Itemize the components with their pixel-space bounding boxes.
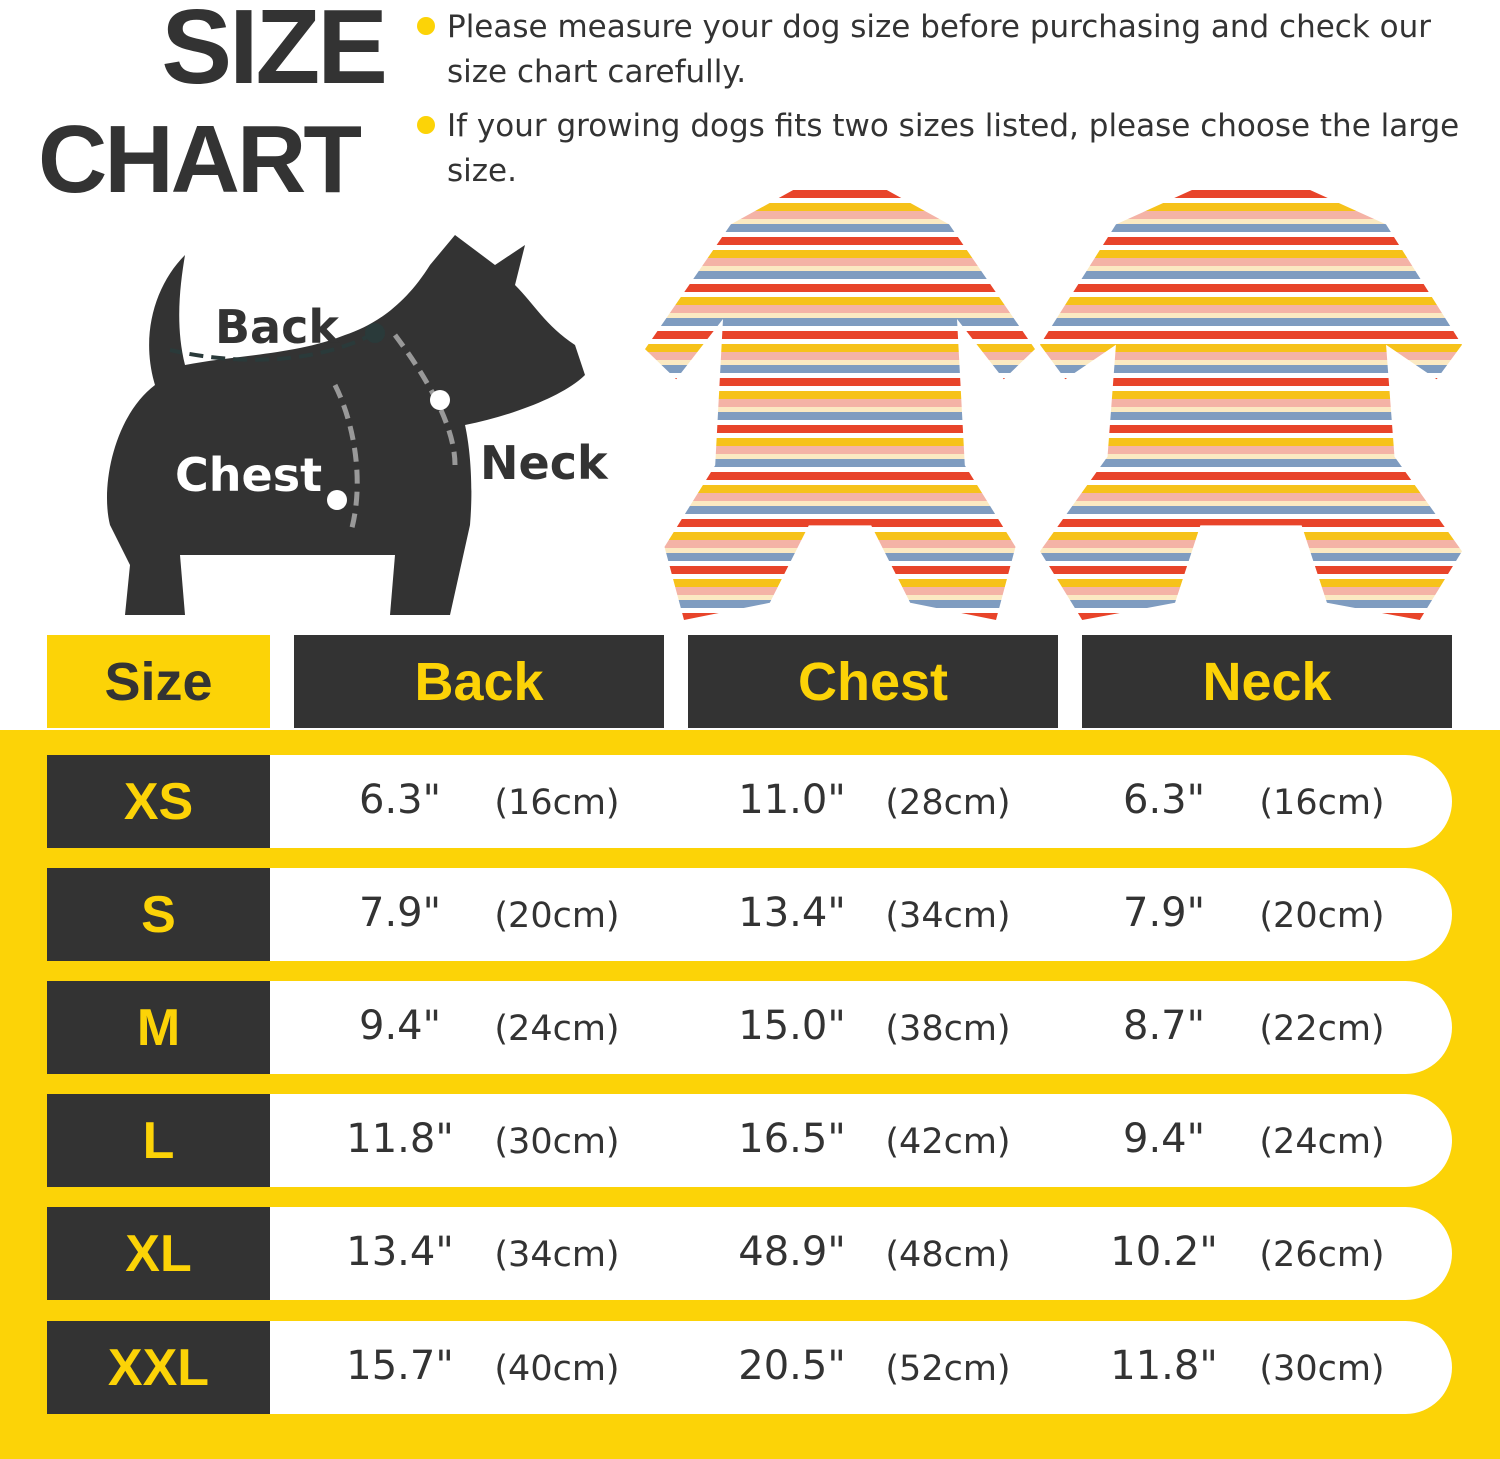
back-cm: (20cm) — [494, 896, 620, 936]
chest-label: Chest — [175, 448, 323, 502]
neck-label: Neck — [480, 436, 608, 490]
chest-cm: (42cm) — [885, 1122, 1011, 1162]
table-row: S 7.9" (20cm) 13.4" (34cm) 7.9" (20cm) — [47, 868, 1452, 961]
measurements: 13.4" (34cm) 48.9" (48cm) 10.2" (26cm) — [270, 1207, 1452, 1300]
back-inches: 11.8" — [346, 1116, 454, 1162]
neck-inches: 8.7" — [1122, 1003, 1206, 1049]
back-label: Back — [215, 300, 339, 354]
measurements: 7.9" (20cm) 13.4" (34cm) 7.9" (20cm) — [270, 868, 1452, 961]
table-row: XXL 15.7" (40cm) 20.5" (52cm) 11.8" (30cm) — [47, 1321, 1452, 1414]
striped-pajama-back-image — [1040, 190, 1462, 620]
back-cm: (24cm) — [494, 1009, 620, 1049]
back-cm: (40cm) — [494, 1349, 620, 1389]
back-inches: 9.4" — [358, 1003, 442, 1049]
neck-inches: 6.3" — [1122, 777, 1206, 823]
header-back: Back — [294, 635, 664, 728]
header-size: Size — [47, 635, 270, 728]
chest-cm: (34cm) — [885, 896, 1011, 936]
chest-cm: (38cm) — [885, 1009, 1011, 1049]
title-chart: CHART — [38, 106, 362, 213]
back-cm: (16cm) — [494, 783, 620, 823]
bullet-dot-icon — [417, 116, 435, 134]
back-inches: 7.9" — [358, 890, 442, 936]
measurements: 11.8" (30cm) 16.5" (42cm) 9.4" (24cm) — [270, 1094, 1452, 1187]
bullet-dot-icon — [417, 17, 435, 35]
header-neck: Neck — [1082, 635, 1452, 728]
dog-measurement-icon — [107, 235, 585, 615]
chest-inches: 48.9" — [738, 1229, 846, 1275]
size-cell: S — [47, 868, 270, 961]
chest-inches: 11.0" — [738, 777, 846, 823]
back-inches: 6.3" — [358, 777, 442, 823]
neck-inches: 9.4" — [1122, 1116, 1206, 1162]
neck-inches: 11.8" — [1110, 1343, 1218, 1389]
size-cell: XS — [47, 755, 270, 848]
back-cm: (34cm) — [494, 1235, 620, 1275]
note-text: Please measure your dog size before purc… — [447, 9, 1431, 90]
chest-inches: 20.5" — [738, 1343, 846, 1389]
chest-inches: 15.0" — [738, 1003, 846, 1049]
back-inches: 15.7" — [346, 1343, 454, 1389]
neck-cm: (22cm) — [1259, 1009, 1385, 1049]
back-cm: (30cm) — [494, 1122, 620, 1162]
note-measure: Please measure your dog size before purc… — [415, 5, 1495, 95]
chest-cm: (28cm) — [885, 783, 1011, 823]
chest-inches: 13.4" — [738, 890, 846, 936]
table-row: L 11.8" (30cm) 16.5" (42cm) 9.4" (24cm) — [47, 1094, 1452, 1187]
measurements: 6.3" (16cm) 11.0" (28cm) 6.3" (16cm) — [270, 755, 1452, 848]
chest-inches: 16.5" — [738, 1116, 846, 1162]
back-inches: 13.4" — [346, 1229, 454, 1275]
measurements: 15.7" (40cm) 20.5" (52cm) 11.8" (30cm) — [270, 1321, 1452, 1414]
chest-cm: (48cm) — [885, 1235, 1011, 1275]
neck-cm: (30cm) — [1259, 1349, 1385, 1389]
neck-cm: (24cm) — [1259, 1122, 1385, 1162]
size-cell: XXL — [47, 1321, 270, 1414]
chest-cm: (52cm) — [885, 1349, 1011, 1389]
table-row: XL 13.4" (34cm) 48.9" (48cm) 10.2" (26cm) — [47, 1207, 1452, 1300]
table-row: M 9.4" (24cm) 15.0" (38cm) 8.7" (22cm) — [47, 981, 1452, 1074]
neck-cm: (16cm) — [1259, 783, 1385, 823]
note-text: If your growing dogs fits two sizes list… — [447, 108, 1460, 189]
neck-inches: 7.9" — [1122, 890, 1206, 936]
header-chest: Chest — [688, 635, 1058, 728]
neck-cm: (26cm) — [1259, 1235, 1385, 1275]
size-cell: XL — [47, 1207, 270, 1300]
striped-pajama-front-image — [645, 190, 1035, 620]
size-cell: L — [47, 1094, 270, 1187]
table-row: XS 6.3" (16cm) 11.0" (28cm) 6.3" (16cm) — [47, 755, 1452, 848]
neck-cm: (20cm) — [1259, 896, 1385, 936]
title-size: SIZE — [161, 0, 388, 106]
neck-inches: 10.2" — [1110, 1229, 1218, 1275]
note-growing: If your growing dogs fits two sizes list… — [415, 104, 1495, 194]
size-cell: M — [47, 981, 270, 1074]
measurements: 9.4" (24cm) 15.0" (38cm) 8.7" (22cm) — [270, 981, 1452, 1074]
